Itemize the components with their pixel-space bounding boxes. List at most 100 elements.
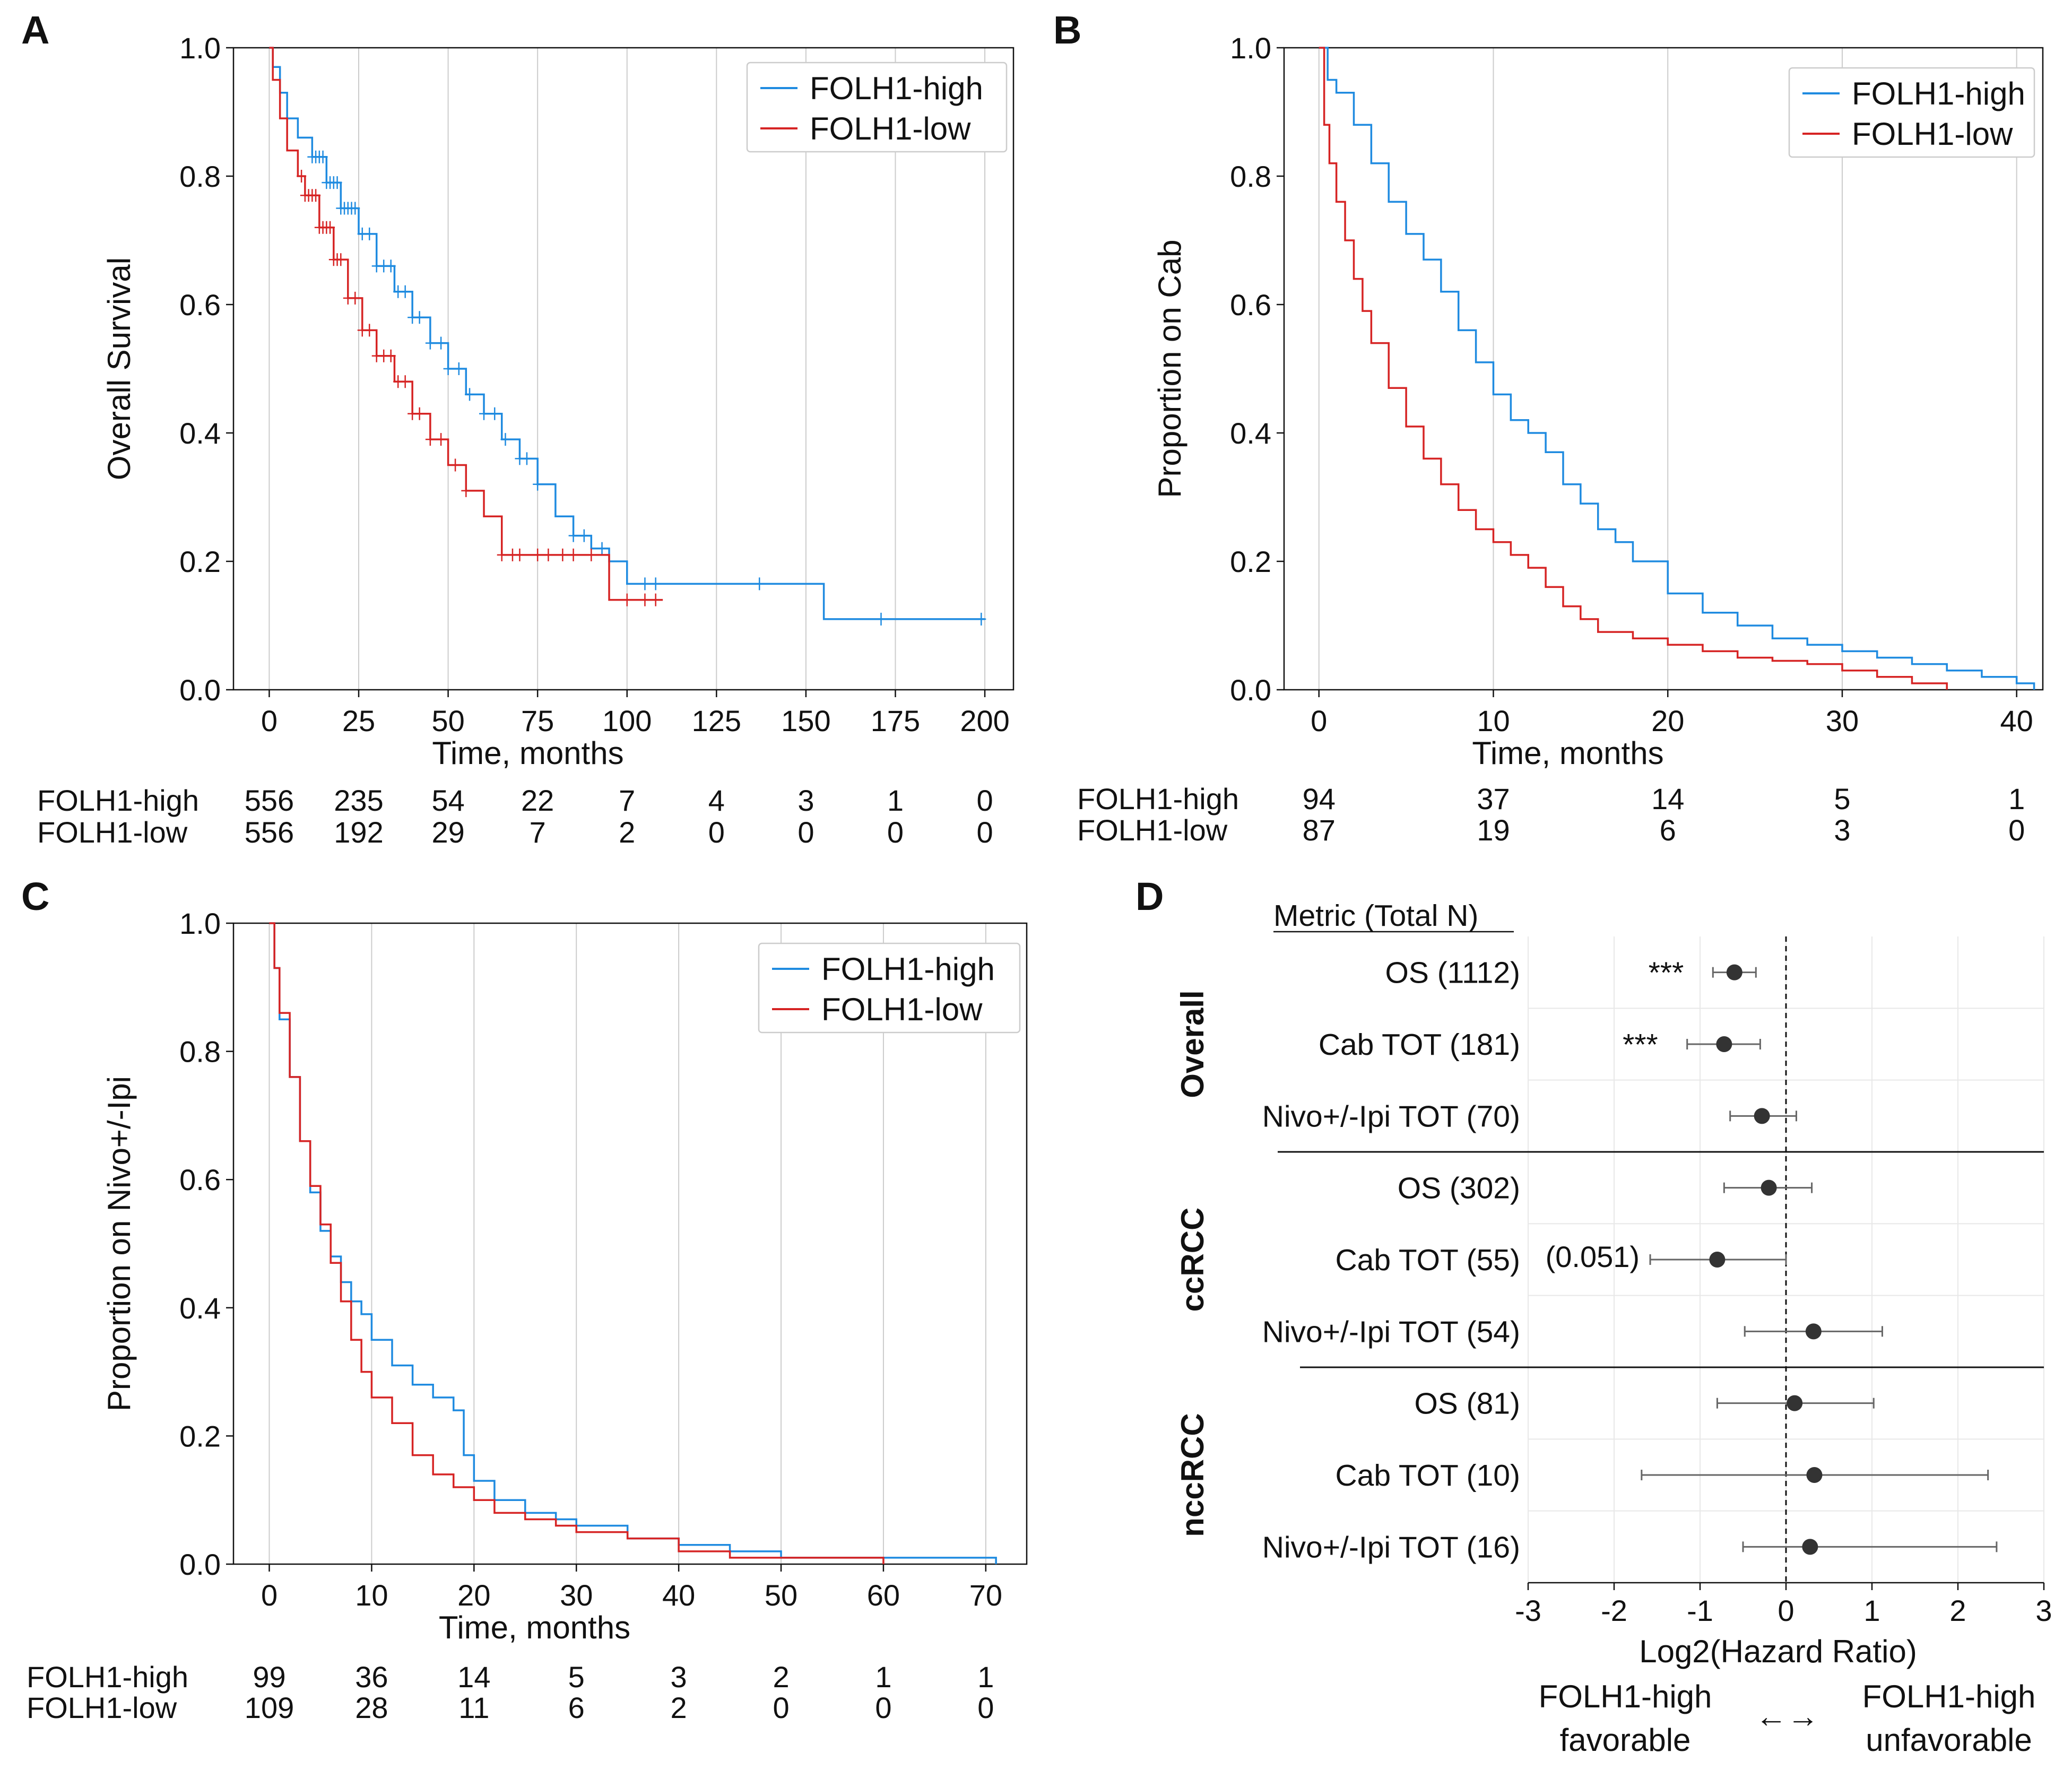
panel-c-ytick-label: 1.0 <box>179 907 221 940</box>
panel-b-risk-value: 6 <box>1660 813 1676 847</box>
panel-d-xtick-label: 3 <box>2035 1594 2052 1627</box>
panel-b-risk-value: 19 <box>1477 813 1510 847</box>
panel-c-risk-value: 14 <box>457 1660 490 1694</box>
panel-b-legend-box <box>1788 67 2035 158</box>
panel-a-ytick-label: 0.0 <box>179 673 221 707</box>
panel-d-point-estimate <box>1716 1036 1732 1052</box>
panel-a-censor-mark <box>386 349 396 362</box>
panel-a-risk-value: 4 <box>708 784 725 817</box>
panel-c-ytick-label: 0.6 <box>179 1163 221 1196</box>
panel-a-censor-mark <box>425 433 435 446</box>
panel-d-xtick-label: -1 <box>1687 1594 1713 1627</box>
panel-a-risk-value: 556 <box>245 784 294 817</box>
panel-a-risk-value: 556 <box>245 815 294 849</box>
panel-a-censor-mark <box>318 150 328 163</box>
panel-b-risk-value: 37 <box>1477 782 1510 815</box>
panel-a-curve-folh1-low <box>269 47 663 601</box>
panel-a-censor-mark <box>425 336 435 350</box>
panel-a-censor-mark <box>414 407 424 420</box>
panel-c-risk-value: 99 <box>253 1660 285 1694</box>
panel-a-censor-mark <box>365 324 375 337</box>
panel-a-censor-mark <box>622 593 632 606</box>
panel-c-ytick-label: 0.8 <box>179 1035 221 1069</box>
panel-a-censor-mark <box>443 362 453 375</box>
panel-c-ylabel: Proportion on Nivo+/-Ipi <box>101 1076 137 1411</box>
panel-c-xtick-label: 50 <box>765 1578 797 1612</box>
panel-d-point-estimate <box>1726 964 1742 981</box>
panel-a-censor-mark <box>640 593 650 606</box>
panel-a-censor-mark <box>450 458 461 472</box>
panel-d-group-label: ccRCC <box>1175 1208 1210 1312</box>
panel-c-risk-value: 11 <box>458 1691 489 1724</box>
panel-a-censor-mark <box>651 577 661 591</box>
panel-c-risk-value: 1 <box>875 1660 891 1694</box>
panel-d-xtick-label: -3 <box>1515 1594 1541 1627</box>
panel-a-censor-mark <box>350 291 360 305</box>
panel-b-risk-value: 87 <box>1303 813 1336 847</box>
panel-c-legend-label: FOLH1-high <box>821 951 995 987</box>
panel-d-xtick-label: 0 <box>1778 1594 1794 1627</box>
panel-a-risk-value: 0 <box>708 815 725 849</box>
panel-d-row-label: Cab TOT (181) <box>1319 1028 1520 1062</box>
panel-b-ylabel: Proportion on Cab <box>1152 240 1187 498</box>
panel-d-xlabel: Log2(Hazard Ratio) <box>1639 1634 1917 1669</box>
panel-d-point-estimate <box>1806 1467 1823 1483</box>
panel-d-point-estimate <box>1802 1539 1818 1555</box>
panel-a-xlabel: Time, months <box>432 735 623 771</box>
panel-b-xtick-label: 0 <box>1311 704 1327 738</box>
panel-a-censor-mark <box>976 612 986 626</box>
panel-a-censor-mark <box>436 336 446 350</box>
panel-a-censor-mark <box>365 227 375 240</box>
panel-b-xtick-label: 10 <box>1477 704 1510 738</box>
panel-b-ytick-label: 1.0 <box>1230 31 1271 65</box>
panel-d-footer-arrow: ←→ <box>1755 1698 1819 1734</box>
panel-c-label: C <box>21 874 49 918</box>
panel-d-row-label: Nivo+/-Ipi TOT (16) <box>1262 1530 1520 1564</box>
panel-a-censor-mark <box>297 170 307 183</box>
panel-c-risk-row-label: FOLH1-high <box>27 1660 188 1694</box>
panel-b-curve-folh1-high <box>1319 47 2035 690</box>
panel-a-censor-mark <box>325 221 335 234</box>
panel-d-column-header: Metric (Total N) <box>1273 899 1478 933</box>
panel-a-legend-label: FOLH1-low <box>810 111 971 146</box>
panel-d-row-label: Nivo+/-Ipi TOT (54) <box>1262 1315 1520 1349</box>
panel-d-row-label: Cab TOT (55) <box>1336 1243 1521 1277</box>
panel-a-censor-mark <box>436 433 446 446</box>
panel-a-label: A <box>21 8 49 52</box>
panel-a-censor-mark <box>586 548 596 561</box>
panel-d-point-estimate <box>1805 1323 1822 1340</box>
panel-c-risk-value: 109 <box>245 1691 294 1724</box>
panel-c-xtick-label: 60 <box>867 1578 900 1612</box>
panel-a-xtick-label: 125 <box>692 704 741 738</box>
panel-a-censor-mark <box>522 452 532 465</box>
panel-b-risk-value: 94 <box>1303 782 1336 815</box>
panel-a-censor-mark <box>533 548 543 561</box>
panel-c-risk-value: 0 <box>773 1691 789 1724</box>
panel-c-risk-value: 3 <box>671 1660 687 1694</box>
panel-d-group-label: Overall <box>1175 990 1210 1098</box>
panel-a-axes-frame <box>232 47 1015 691</box>
panel-b-ytick-label: 0.4 <box>1230 417 1271 450</box>
panel-d-footer-right-line2: unfavorable <box>1866 1722 2032 1758</box>
panel-c-xtick-label: 40 <box>662 1578 695 1612</box>
panel-d-point-estimate <box>1709 1252 1726 1268</box>
panel-a-censor-mark <box>568 548 578 561</box>
panel-a-risk-value: 192 <box>334 815 383 849</box>
panel-a-censor-mark <box>454 362 464 375</box>
panel-a-censor-mark <box>479 407 489 420</box>
panel-c-curve-folh1-low <box>269 922 885 1564</box>
panel-b-risk-row-label: FOLH1-low <box>1077 813 1228 847</box>
panel-a-risk-row-label: FOLH1-low <box>37 815 188 849</box>
panel-a-censor-mark <box>400 285 410 298</box>
panel-d-row-label: OS (302) <box>1398 1172 1520 1205</box>
panel-d-point-estimate <box>1754 1108 1770 1124</box>
panel-c-legend-label: FOLH1-low <box>821 992 983 1027</box>
panel-a-ytick-label: 0.8 <box>179 160 221 193</box>
panel-d-footer-left-line1: FOLH1-high <box>1539 1679 1712 1714</box>
panel-a-xtick-label: 100 <box>602 704 652 738</box>
panel-d-xtick-label: -2 <box>1601 1594 1627 1627</box>
panel-c-risk-value: 5 <box>568 1660 585 1694</box>
panel-b-risk-value: 3 <box>1834 813 1850 847</box>
panel-c-xtick-label: 30 <box>560 1578 593 1612</box>
